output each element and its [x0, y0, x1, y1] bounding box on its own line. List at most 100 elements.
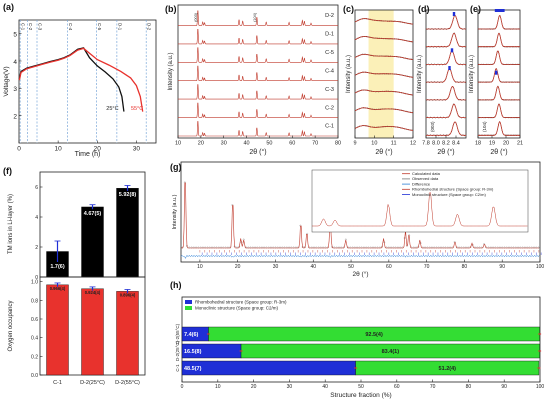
x-tick-label: 40 [244, 141, 250, 147]
y-tick-label: 5 [13, 31, 17, 38]
shift-marker [448, 66, 451, 71]
y-tick-label: 1.0 [31, 280, 38, 286]
bar [116, 291, 139, 376]
x-tick-label: 0 [181, 384, 184, 390]
x-tick-label: 50 [266, 141, 272, 147]
y-axis-label: Oxygen occupancy [8, 300, 14, 351]
category-label: C-1 [175, 364, 180, 372]
x-tick-label: 100 [536, 384, 545, 390]
y-axis-label: Intensity (a.u.) [469, 55, 475, 93]
x-tick-label: 60 [386, 264, 392, 270]
x-tick-label: 10 [175, 141, 181, 147]
x-tick-label: 8.2 [442, 141, 450, 147]
y-tick-label: 0.0 [31, 373, 38, 379]
observed-trace [425, 50, 467, 66]
plot-frame [354, 9, 414, 139]
state-marker-label: C-2 [28, 23, 33, 31]
data-label: 0.966(4) [50, 286, 66, 291]
x-tick-label: 10 [371, 141, 377, 147]
trace-label: D-1 [325, 32, 334, 38]
data-label: 92.5(4) [365, 332, 383, 338]
category-label: D-2(55°C) [115, 380, 140, 386]
fit-trace [426, 103, 466, 118]
fit-trace [478, 68, 520, 83]
x-tick-label: 20 [503, 141, 509, 147]
fit-trace [354, 107, 413, 114]
xrd-trace [178, 84, 338, 100]
inset-frame [311, 169, 529, 233]
panel-letter: (c) [343, 4, 354, 14]
x-tick-label: 9 [353, 141, 356, 147]
y-tick-label: 0.4 [31, 336, 38, 342]
state-marker-label: C-5 [97, 23, 102, 31]
peak-label: (003) [430, 121, 435, 132]
y-axis-label: Voltage(V) [3, 66, 10, 96]
x-tick-label: 80 [462, 264, 468, 270]
fit-trace [478, 121, 520, 136]
data-label: 1.7(6) [50, 264, 65, 270]
x-tick-label: 30 [221, 141, 227, 147]
shift-marker [494, 9, 505, 12]
x-tick-label: 10 [215, 384, 221, 390]
x-tick-label: 8.0 [432, 141, 440, 147]
x-tick-label: 0 [17, 146, 21, 153]
y-tick-label: 3 [13, 86, 17, 93]
bar-segment [181, 360, 356, 376]
category-label: D-2(25°C) [175, 340, 180, 361]
xrd-trace [178, 65, 338, 82]
fit-trace [426, 32, 466, 48]
bar [81, 206, 104, 278]
trace-label: C-1 [325, 124, 334, 130]
x-tick-label: 100 [536, 264, 545, 270]
y-axis-label: Intensity (a.u.) [417, 55, 423, 93]
xrd-trace [178, 47, 338, 63]
y-axis-label: TM ions in Li-layer (%) [8, 194, 14, 254]
x-tick-label: 60 [289, 141, 295, 147]
y-tick-label: 0 [35, 275, 38, 281]
x-tick-label: 80 [466, 384, 472, 390]
annotation-25c: 25°C [106, 106, 118, 112]
plot-frame [180, 161, 541, 263]
x-axis-label: 2θ (°) [353, 270, 369, 278]
x-tick-label: 50 [348, 264, 354, 270]
x-tick-label: 90 [499, 264, 505, 270]
x-tick-label: 50 [358, 384, 364, 390]
trace-label: C-5 [325, 50, 334, 56]
observed-trace [425, 32, 467, 48]
fit-trace [354, 89, 413, 96]
bar [116, 187, 139, 278]
y-tick-label: 0.6 [31, 317, 38, 323]
annotation-55c: 55°C [131, 106, 143, 112]
data-label: 4.67(5) [84, 211, 102, 217]
state-marker-label: C-3 [38, 23, 43, 31]
fit-trace [354, 35, 414, 43]
bar [46, 284, 69, 376]
panel-h: (h) Rhombohedral structure (Space group: … [170, 280, 544, 399]
xrd-trace [178, 28, 338, 45]
x-tick-label: 30 [273, 264, 279, 270]
peak-label-104: (104) [253, 12, 257, 22]
fit-trace [354, 125, 413, 131]
x-tick-label: 60 [394, 384, 400, 390]
panel-letter: (f) [3, 166, 12, 176]
fit-trace [426, 86, 466, 101]
fit-trace [426, 50, 466, 65]
y-axis-label: Intensity (a.u.) [172, 194, 178, 229]
x-tick-label: 20 [94, 146, 102, 153]
panel-b: (b) D-2 D-1 C-5 C-4 C-3 C-2 C-1 (003) (104) 10 20 30… [165, 4, 341, 156]
legend-label: Rhombohedral structure (Space group: R-3… [195, 300, 287, 305]
x-tick-label: 10 [55, 146, 63, 153]
panel-letter: (h) [170, 280, 182, 290]
observed-trace [354, 53, 414, 61]
plot-frame [18, 19, 157, 144]
x-tick-label: 10 [197, 264, 203, 270]
y-tick-label: 2 [35, 245, 38, 251]
category-label: D-2(25°C) [80, 380, 105, 386]
data-label: 7.4(6) [184, 332, 199, 338]
x-tick-label: 30 [133, 146, 141, 153]
x-tick-label: 70 [430, 384, 436, 390]
x-tick-label: 18 [475, 141, 481, 147]
data-label: 51.2(4) [439, 366, 457, 372]
shift-marker [495, 70, 498, 75]
